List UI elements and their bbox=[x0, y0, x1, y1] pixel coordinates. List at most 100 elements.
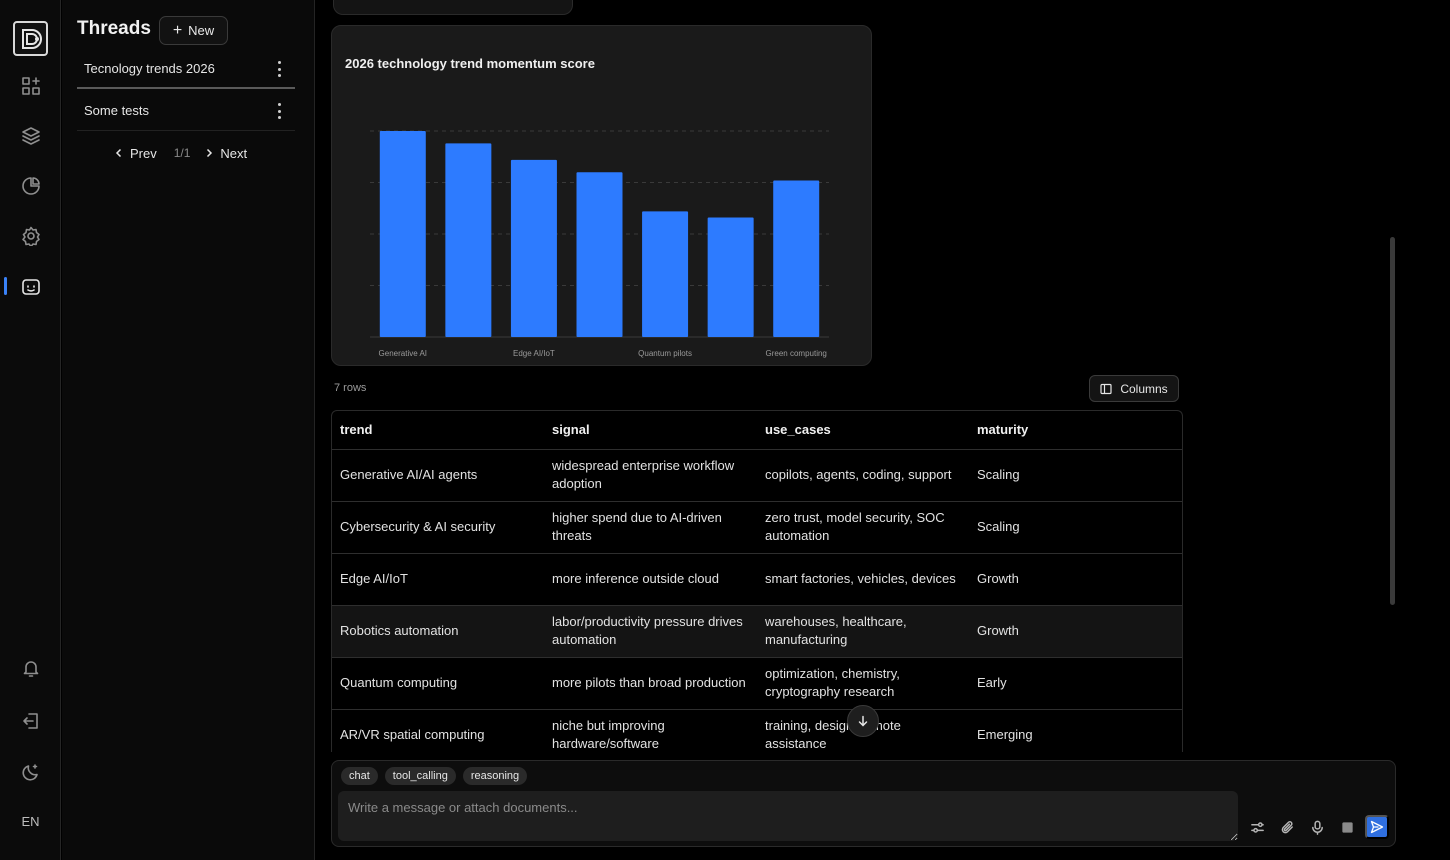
bar[interactable] bbox=[707, 217, 754, 337]
table-cell: more pilots than broad production bbox=[544, 657, 757, 710]
chip-reasoning[interactable]: reasoning bbox=[462, 767, 528, 785]
prev-label: Prev bbox=[130, 145, 157, 161]
microphone-icon[interactable] bbox=[1306, 816, 1328, 838]
bar[interactable] bbox=[510, 159, 557, 337]
chip-chat[interactable]: chat bbox=[341, 767, 378, 785]
table-cell: Growth bbox=[969, 605, 1182, 658]
table-cell: Emerging bbox=[969, 709, 1182, 752]
logo-icon[interactable] bbox=[13, 21, 48, 56]
bar[interactable] bbox=[379, 131, 426, 337]
table-row: Edge AI/IoT more inference outside cloud… bbox=[332, 553, 1182, 606]
previous-message-edge bbox=[333, 0, 573, 15]
paperclip-icon[interactable] bbox=[1276, 816, 1298, 838]
table-cell: Robotics automation bbox=[332, 605, 544, 658]
table-row: AR/VR spatial computing niche but improv… bbox=[332, 709, 1182, 752]
table-cell: Quantum computing bbox=[332, 657, 544, 710]
layers-icon[interactable] bbox=[18, 123, 43, 148]
chart-title: 2026 technology trend momentum score bbox=[345, 56, 595, 71]
new-thread-label: New bbox=[188, 23, 215, 38]
column-header[interactable]: signal bbox=[544, 411, 757, 450]
x-tick-label: Green computing bbox=[766, 349, 827, 358]
table-cell: smart factories, vehicles, devices bbox=[757, 553, 969, 606]
table-cell: optimization, chemistry, cryptography re… bbox=[757, 657, 969, 710]
table-cell: Scaling bbox=[969, 449, 1182, 502]
arrow-down-icon bbox=[858, 715, 868, 727]
table-cell: Scaling bbox=[969, 501, 1182, 554]
table-cell: AR/VR spatial computing bbox=[332, 709, 544, 752]
column-header[interactable]: trend bbox=[332, 411, 544, 450]
message-input[interactable] bbox=[338, 791, 1238, 841]
table-cell: more inference outside cloud bbox=[544, 553, 757, 606]
bell-icon[interactable] bbox=[18, 655, 43, 680]
columns-label: Columns bbox=[1120, 381, 1168, 396]
table-cell: niche but improving hardware/software bbox=[544, 709, 757, 752]
send-icon bbox=[1370, 820, 1384, 834]
table-cell: widespread enterprise workflow adoption bbox=[544, 449, 757, 502]
threads-title: Threads bbox=[77, 18, 151, 39]
next-label: Next bbox=[220, 145, 248, 161]
chat-icon[interactable] bbox=[18, 274, 43, 299]
table-cell: Cybersecurity & AI security bbox=[332, 501, 544, 554]
table-cell: Early bbox=[969, 657, 1182, 710]
thread-label: Tecnology trends 2026 bbox=[84, 60, 215, 76]
bar-chart: Generative AI Edge AI/IoT Quantum pilots Gr… bbox=[370, 130, 829, 358]
table-cell: Growth bbox=[969, 553, 1182, 606]
data-table: trend signal use_cases maturity Generati… bbox=[331, 410, 1183, 752]
more-vertical-icon[interactable] bbox=[277, 61, 281, 77]
chat-main: 2026 technology trend momentum score Gen… bbox=[316, 0, 1450, 860]
stop-icon[interactable] bbox=[1336, 816, 1358, 838]
column-header[interactable]: use_cases bbox=[757, 411, 969, 450]
table-cell: Edge AI/IoT bbox=[332, 553, 544, 606]
pagination: Prev 1/1 Next bbox=[114, 142, 247, 164]
bar[interactable] bbox=[576, 172, 623, 337]
chevron-right-icon bbox=[207, 148, 213, 158]
columns-button[interactable]: Columns bbox=[1089, 375, 1179, 402]
table-row: Generative AI/AI agents widespread enter… bbox=[332, 449, 1182, 502]
icon-rail: EN bbox=[0, 0, 61, 860]
mode-chips: chat tool_calling reasoning bbox=[341, 767, 528, 785]
table-cell: labor/productivity pressure drives autom… bbox=[544, 605, 757, 658]
active-indicator bbox=[4, 277, 7, 295]
page-indicator: 1/1 bbox=[173, 146, 191, 160]
table-row: Robotics automation labor/productivity p… bbox=[332, 605, 1182, 658]
table-cell: Generative AI/AI agents bbox=[332, 449, 544, 502]
more-vertical-icon[interactable] bbox=[277, 103, 281, 119]
columns-icon bbox=[1100, 383, 1112, 394]
scroll-to-bottom-button[interactable] bbox=[847, 705, 879, 737]
chevron-left-icon bbox=[115, 148, 122, 158]
prev-page-button[interactable]: Prev bbox=[114, 146, 157, 161]
bar[interactable] bbox=[642, 211, 689, 337]
table-cell: zero trust, model security, SOC automati… bbox=[757, 501, 969, 554]
thread-item[interactable]: Some tests bbox=[77, 91, 295, 131]
bar[interactable] bbox=[445, 143, 492, 337]
x-tick-label: Generative AI bbox=[379, 349, 427, 358]
moon-icon[interactable] bbox=[18, 759, 43, 784]
dashboard-icon[interactable] bbox=[18, 73, 43, 98]
plus-icon: + bbox=[172, 21, 183, 39]
bar[interactable] bbox=[773, 180, 820, 337]
settings-icon[interactable] bbox=[18, 223, 43, 248]
next-page-button[interactable]: Next bbox=[204, 146, 247, 161]
pie-chart-icon[interactable] bbox=[18, 173, 43, 198]
table-cell: copilots, agents, coding, support bbox=[757, 449, 969, 502]
chip-tool-calling[interactable]: tool_calling bbox=[384, 767, 456, 785]
thread-label: Some tests bbox=[84, 103, 150, 118]
table-header-row: trend signal use_cases maturity bbox=[332, 411, 1182, 450]
scrollbar[interactable] bbox=[1390, 237, 1395, 605]
x-tick-label: Quantum pilots bbox=[638, 349, 692, 358]
send-button[interactable] bbox=[1365, 815, 1389, 839]
logout-icon[interactable] bbox=[18, 708, 43, 733]
chart-card: 2026 technology trend momentum score Gen… bbox=[331, 25, 872, 366]
rows-count: 7 rows bbox=[334, 382, 367, 394]
table-row: Quantum computing more pilots than broad… bbox=[332, 657, 1182, 710]
sliders-icon[interactable] bbox=[1246, 816, 1268, 838]
composer: chat tool_calling reasoning bbox=[331, 760, 1396, 847]
new-thread-button[interactable]: + New bbox=[159, 16, 228, 45]
column-header[interactable]: maturity bbox=[969, 411, 1182, 450]
language-switch[interactable]: EN bbox=[21, 814, 40, 829]
threads-panel: Threads + New Tecnology trends 2026 Some… bbox=[62, 0, 315, 860]
table-row: Cybersecurity & AI security higher spend… bbox=[332, 501, 1182, 554]
table-cell: higher spend due to AI-driven threats bbox=[544, 501, 757, 554]
thread-item[interactable]: Tecnology trends 2026 bbox=[77, 49, 295, 89]
